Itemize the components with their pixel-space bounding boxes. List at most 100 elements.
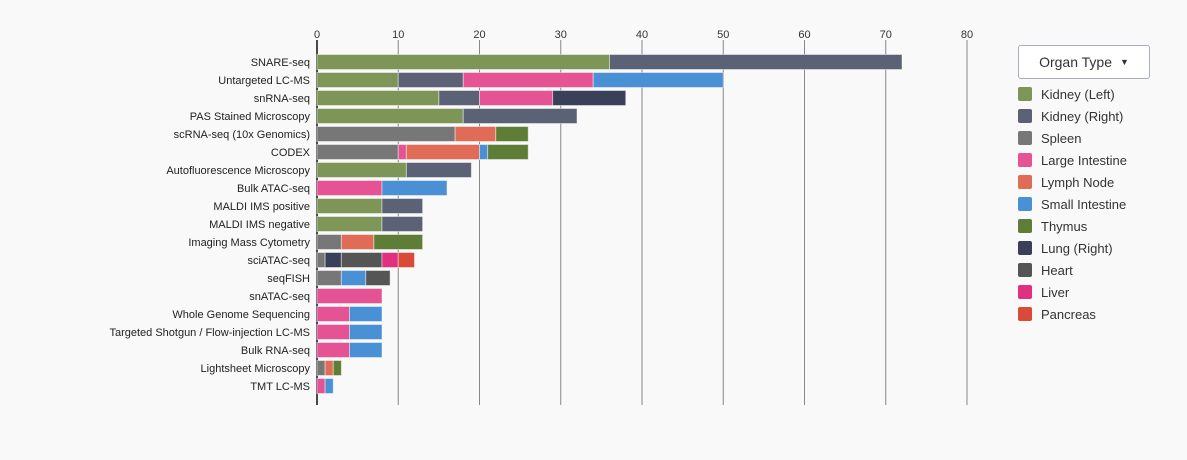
bar-segment[interactable] [397,252,415,268]
legend-item[interactable]: Spleen [1018,127,1150,149]
bar-segment[interactable] [316,162,407,178]
bar-segment[interactable] [316,324,350,340]
bar-segment[interactable] [316,360,326,376]
legend-swatch [1018,131,1032,145]
bar-segment[interactable] [316,198,383,214]
bar-segment[interactable] [495,126,529,142]
legend-item[interactable]: Kidney (Right) [1018,105,1150,127]
legend-swatch [1018,153,1032,167]
bar-segment[interactable] [462,108,578,124]
bar-segment[interactable] [397,72,464,88]
bar-segment[interactable] [316,288,383,304]
bar-segment[interactable] [316,180,383,196]
x-tick-label: 50 [717,29,729,41]
bar-segment[interactable] [324,378,334,394]
legend-swatch [1018,219,1032,233]
legend-item[interactable]: Small Intestine [1018,193,1150,215]
y-tick-label: TMT LC-MS [250,381,310,393]
bar-segment[interactable] [349,342,383,358]
bar-segment[interactable] [324,252,342,268]
y-tick-label: CODEX [271,147,311,159]
legend-item[interactable]: Thymus [1018,215,1150,237]
bar-segment[interactable] [381,180,448,196]
bar-segment[interactable] [316,306,350,322]
y-tick-label: Lightsheet Microscopy [201,363,311,375]
y-tick-label: Bulk ATAC-seq [237,183,310,195]
bar-segment[interactable] [405,144,480,160]
legend-swatch [1018,241,1032,255]
bar-segment[interactable] [332,360,342,376]
dropdown-label: Organ Type [1039,54,1112,70]
bar-segment[interactable] [349,324,383,340]
y-tick-label: Whole Genome Sequencing [172,309,310,321]
y-tick-label: seqFISH [267,273,310,285]
legend-item[interactable]: Large Intestine [1018,149,1150,171]
legend-item[interactable]: Lung (Right) [1018,237,1150,259]
legend-label: Kidney (Right) [1041,108,1124,124]
bar-segment[interactable] [340,252,383,268]
bar-segment[interactable] [487,144,529,160]
legend-label: Kidney (Left) [1041,86,1115,102]
bar-segment[interactable] [365,270,391,286]
bar-segment[interactable] [316,108,464,124]
bar-chart: 0 10 20 30 40 50 60 70 80 SNARE-seq Untargeted LC-… [109,29,973,405]
bar-segment[interactable] [462,72,594,88]
legend-label: Lymph Node [1041,174,1115,190]
y-tick-label: MALDI IMS negative [209,219,310,231]
legend-label: Thymus [1041,218,1088,234]
bar-segment[interactable] [397,144,407,160]
bar-segment[interactable] [592,72,724,88]
organ-type-dropdown[interactable]: Organ Type ▼ [1018,45,1150,79]
bar-segment[interactable] [316,216,383,232]
bar-segment[interactable] [552,90,627,106]
bar-segment[interactable] [609,54,903,70]
bar-segment[interactable] [479,90,554,106]
bar-segment[interactable] [373,234,424,250]
bar-segment[interactable] [324,360,334,376]
bar-segment[interactable] [381,252,399,268]
y-tick-label: snRNA-seq [254,93,310,105]
x-tick-label: 60 [798,29,810,41]
legend-swatch [1018,87,1032,101]
legend-item[interactable]: Lymph Node [1018,171,1150,193]
x-tick-label: 80 [961,29,973,41]
legend-item[interactable]: Liver [1018,281,1150,303]
legend-swatch [1018,285,1032,299]
legend-label: Pancreas [1041,306,1096,322]
y-tick-label: Imaging Mass Cytometry [188,237,310,249]
bar-segment[interactable] [316,378,326,394]
bar-segment[interactable] [381,216,424,232]
bar-segment[interactable] [316,54,610,70]
y-tick-label: Untargeted LC-MS [218,75,310,87]
y-tick-label: sciATAC-seq [247,255,310,267]
bar-segment[interactable] [316,342,350,358]
bar-segment[interactable] [381,198,424,214]
caret-down-icon: ▼ [1119,57,1129,67]
x-tick-label: 0 [314,29,320,41]
bar-segment[interactable] [405,162,472,178]
bar-segment[interactable] [479,144,489,160]
x-tick-label: 30 [555,29,567,41]
bar-segment[interactable] [316,252,326,268]
y-tick-label: Autofluorescence Microscopy [166,165,310,177]
bar-segment[interactable] [340,234,375,250]
bar-segment[interactable] [316,234,342,250]
bar-segment[interactable] [316,270,342,286]
bar-segment[interactable] [438,90,480,106]
legend-label: Liver [1041,284,1070,300]
bar-segment[interactable] [454,126,497,142]
legend-item[interactable]: Pancreas [1018,303,1150,325]
legend: Organ Type ▼ Kidney (Left) Kidney (Right) S… [1018,45,1150,325]
x-tick-label: 40 [636,29,648,41]
legend-item[interactable]: Heart [1018,259,1150,281]
bar-segment[interactable] [340,270,367,286]
bar-segment[interactable] [316,126,456,142]
bar-segment[interactable] [349,306,383,322]
x-tick-label: 10 [392,29,404,41]
bar-segment[interactable] [316,144,399,160]
bar-segment[interactable] [316,90,440,106]
legend-label: Lung (Right) [1041,240,1113,256]
legend-item[interactable]: Kidney (Left) [1018,83,1150,105]
bar-segment[interactable] [316,72,399,88]
